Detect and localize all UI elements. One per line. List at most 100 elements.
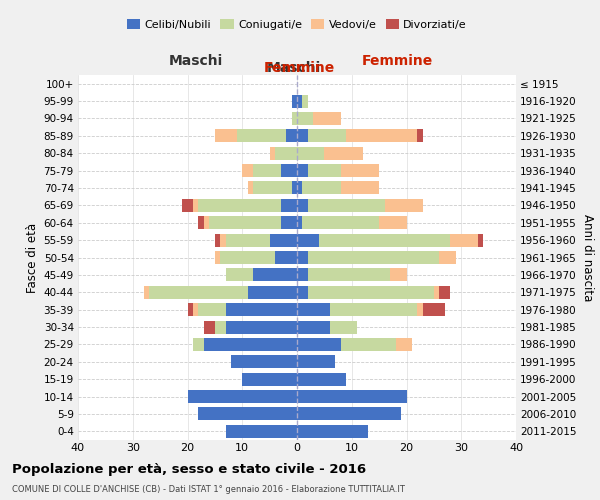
Bar <box>297 408 401 420</box>
Bar <box>313 112 341 125</box>
Bar <box>418 130 423 142</box>
Bar <box>204 216 209 230</box>
Bar <box>209 216 281 230</box>
Bar <box>308 286 434 299</box>
Bar <box>144 286 149 299</box>
Bar <box>187 303 193 316</box>
Bar <box>297 146 325 160</box>
Bar <box>199 199 281 212</box>
Y-axis label: Fasce di età: Fasce di età <box>26 222 40 292</box>
Bar <box>308 164 341 177</box>
Bar <box>149 286 248 299</box>
Bar <box>204 320 215 334</box>
Bar <box>297 112 313 125</box>
Bar <box>248 286 297 299</box>
Bar <box>308 199 385 212</box>
Bar <box>226 320 297 334</box>
Legend: Celibi/Nubili, Coniugati/e, Vedovi/e, Divorziati/e: Celibi/Nubili, Coniugati/e, Vedovi/e, Di… <box>122 15 472 34</box>
Bar <box>275 146 297 160</box>
Bar <box>308 130 346 142</box>
Text: Femmine: Femmine <box>362 54 433 68</box>
Bar <box>199 408 297 420</box>
Bar <box>275 251 297 264</box>
Bar <box>308 268 390 281</box>
Bar <box>478 234 483 246</box>
Bar <box>423 303 445 316</box>
Y-axis label: Anni di nascita: Anni di nascita <box>581 214 593 301</box>
Bar <box>390 268 407 281</box>
Bar <box>297 199 308 212</box>
Bar <box>325 146 362 160</box>
Bar <box>330 303 418 316</box>
Bar <box>242 372 297 386</box>
Bar <box>297 130 308 142</box>
Text: COMUNE DI COLLE D'ANCHISE (CB) - Dati ISTAT 1° gennaio 2016 - Elaborazione TUTTI: COMUNE DI COLLE D'ANCHISE (CB) - Dati IS… <box>12 485 405 494</box>
Bar <box>286 130 297 142</box>
Bar <box>253 164 281 177</box>
Bar <box>292 112 297 125</box>
Bar <box>297 425 368 438</box>
Bar <box>204 338 297 351</box>
Bar <box>269 146 275 160</box>
Bar <box>302 94 308 108</box>
Bar <box>193 199 199 212</box>
Bar <box>297 251 308 264</box>
Bar <box>297 94 302 108</box>
Bar <box>302 182 341 194</box>
Bar <box>439 251 456 264</box>
Bar <box>319 234 450 246</box>
Bar <box>182 199 193 212</box>
Bar <box>281 164 297 177</box>
Bar <box>341 182 379 194</box>
Bar <box>297 286 308 299</box>
Bar <box>341 338 395 351</box>
Bar <box>220 234 226 246</box>
Bar <box>297 216 302 230</box>
Bar <box>385 199 423 212</box>
Bar <box>330 320 357 334</box>
Text: Maschi: Maschi <box>169 54 223 68</box>
Bar <box>215 320 226 334</box>
Bar <box>199 216 204 230</box>
Bar <box>215 130 237 142</box>
Bar <box>297 338 341 351</box>
Bar <box>418 303 423 316</box>
Bar <box>297 320 330 334</box>
Text: Maschi: Maschi <box>267 61 322 75</box>
Bar <box>302 216 379 230</box>
Bar <box>237 130 286 142</box>
Bar <box>226 268 253 281</box>
Text: Femmine: Femmine <box>264 61 335 75</box>
Bar <box>297 303 330 316</box>
Bar <box>199 303 226 316</box>
Bar <box>253 268 297 281</box>
Bar <box>281 199 297 212</box>
Bar <box>232 356 297 368</box>
Bar <box>450 234 478 246</box>
Bar <box>297 234 319 246</box>
Bar <box>297 164 308 177</box>
Bar <box>297 182 302 194</box>
Bar <box>281 216 297 230</box>
Bar <box>193 303 199 316</box>
Bar <box>226 303 297 316</box>
Bar <box>297 268 308 281</box>
Bar <box>346 130 418 142</box>
Bar <box>242 164 253 177</box>
Bar <box>226 234 269 246</box>
Bar <box>253 182 292 194</box>
Bar <box>215 251 220 264</box>
Bar <box>379 216 407 230</box>
Text: Popolazione per età, sesso e stato civile - 2016: Popolazione per età, sesso e stato civil… <box>12 462 366 475</box>
Bar <box>215 234 220 246</box>
Bar <box>297 356 335 368</box>
Bar <box>220 251 275 264</box>
Bar <box>308 251 439 264</box>
Bar <box>193 338 204 351</box>
Bar <box>292 94 297 108</box>
Bar <box>297 372 346 386</box>
Bar <box>269 234 297 246</box>
Bar <box>292 182 297 194</box>
Bar <box>434 286 439 299</box>
Bar <box>439 286 450 299</box>
